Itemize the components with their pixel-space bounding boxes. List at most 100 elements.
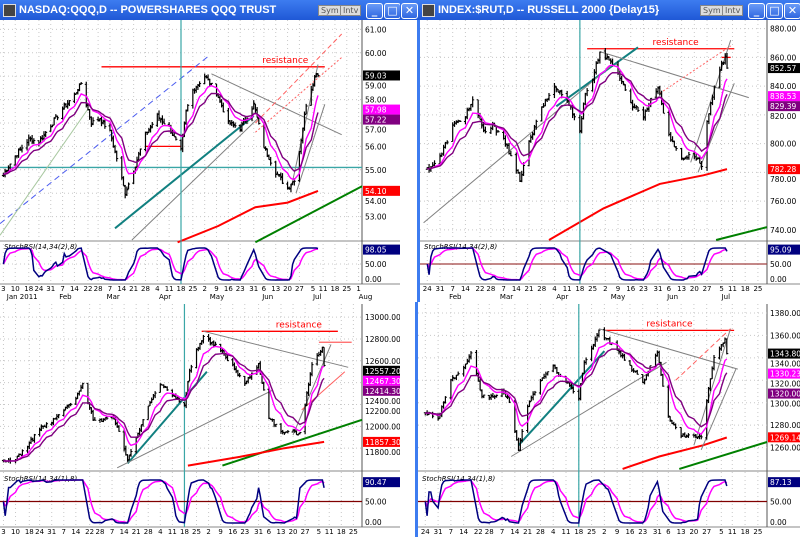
x-tick-label: 23 — [638, 528, 647, 536]
x-tick-label: 4 — [551, 528, 556, 536]
price-value-label: 1320.00 — [770, 390, 800, 399]
x-tick-label: 14 — [71, 528, 80, 536]
month-label: Apr — [556, 293, 568, 301]
month-label: May — [210, 293, 224, 301]
x-tick-label: 2 — [202, 285, 206, 293]
intv-button[interactable]: Intv — [340, 5, 362, 16]
maximize-button[interactable]: □ — [766, 3, 783, 19]
x-tick-label: 31 — [249, 285, 258, 293]
stoch-tick-label: 50.00 — [770, 260, 792, 269]
price-value-label: 782.28 — [770, 165, 796, 174]
x-tick-label: 5 — [317, 528, 321, 536]
x-tick-label: 3 — [1, 528, 5, 536]
trend-line — [177, 189, 319, 244]
resistance-label: resistance — [646, 319, 693, 329]
ema-slow-line — [3, 352, 325, 462]
price-value-tag — [363, 185, 400, 196]
sym-button[interactable]: Sym — [318, 5, 342, 16]
x-tick-label: 31 — [434, 528, 443, 536]
stoch-tick-label: 0.00 — [365, 275, 382, 284]
x-tick-label: 11 — [728, 528, 737, 536]
x-tick-label: 18 — [25, 528, 34, 536]
y-tick-label: 57.00 — [365, 126, 387, 135]
window-dow: 3 10 18 24 31 7 14 22 28 7 14 21 28 4 11 18 25 2 9 16 23 31 6 1… — [0, 302, 400, 537]
x-tick-label: 31 — [436, 285, 445, 293]
app-icon — [422, 4, 435, 17]
x-tick-label: 2 — [603, 285, 607, 293]
y-tick-label: 60.00 — [365, 49, 387, 58]
x-tick-label: 11 — [728, 285, 737, 293]
x-tick-label: 14 — [70, 285, 79, 293]
x-tick-label: 23 — [236, 285, 245, 293]
maximize-button[interactable]: □ — [384, 3, 401, 19]
month-label: Jun — [666, 293, 678, 301]
x-tick-label: 16 — [224, 285, 233, 293]
sym-button[interactable]: Sym — [700, 5, 724, 16]
y-tick-label: 1320.00 — [770, 380, 800, 389]
stoch-value-tag — [363, 244, 400, 255]
minimize-button[interactable]: _ — [366, 3, 383, 19]
month-label: Jun — [261, 293, 273, 301]
x-tick-label: 6 — [262, 285, 267, 293]
stoch-tick-label: 50.00 — [365, 260, 387, 269]
x-tick-label: 21 — [129, 285, 138, 293]
x-tick-label: 14 — [459, 528, 468, 536]
x-tick-label: 3 — [1, 285, 5, 293]
price-plot-area — [420, 20, 767, 240]
y-tick-label: 1260.00 — [770, 444, 800, 453]
intv-button[interactable]: Intv — [722, 5, 744, 16]
window-edge — [400, 302, 416, 537]
x-tick-label: 16 — [626, 285, 635, 293]
y-tick-label: 55.00 — [365, 166, 387, 175]
trend-line — [548, 168, 728, 241]
x-tick-label: 11 — [563, 285, 572, 293]
price-value-label: 11857.30 — [365, 438, 400, 447]
price-value-label: 829.39 — [770, 102, 796, 111]
x-tick-label: 27 — [295, 285, 304, 293]
x-tick-label: 28 — [537, 285, 546, 293]
resistance-label: resistance — [262, 56, 309, 66]
price-value-label: 59.03 — [365, 71, 387, 80]
x-tick-label: 9 — [616, 285, 620, 293]
x-tick-label: 13 — [277, 528, 286, 536]
x-tick-label: 2 — [206, 528, 210, 536]
trend-line — [697, 83, 735, 173]
window-border — [417, 0, 420, 302]
month-label: Feb — [59, 293, 72, 301]
price-plot-area — [418, 304, 767, 470]
close-button[interactable]: ✕ — [784, 3, 800, 19]
y-tick-label: 59.00 — [365, 81, 387, 90]
x-tick-label: 7 — [501, 285, 505, 293]
y-tick-label: 840.00 — [770, 82, 796, 91]
close-button-left-window[interactable]: ✕ — [401, 3, 418, 19]
trend-line — [0, 54, 211, 224]
x-tick-label: 25 — [349, 528, 358, 536]
x-tick-label: 20 — [689, 528, 698, 536]
x-tick-label: 5 — [719, 528, 723, 536]
price-value-tag — [768, 388, 800, 399]
x-tick-label: 23 — [240, 528, 249, 536]
x-tick-label: 27 — [703, 285, 712, 293]
month-label: Mar — [500, 293, 513, 301]
chart-dow: 3 10 18 24 31 7 14 22 28 7 14 21 28 4 11 18 25 2 9 16 23 31 6 1… — [0, 304, 400, 536]
y-tick-label: 12600.00 — [365, 357, 400, 366]
minimize-button[interactable]: _ — [748, 3, 765, 19]
y-tick-label: 13000.00 — [365, 313, 400, 322]
x-tick-label: 18 — [575, 285, 584, 293]
stoch-signal-line — [424, 479, 728, 523]
trend-line — [222, 418, 363, 467]
x-tick-label: 16 — [228, 528, 237, 536]
indicator-name: StochRSI(14,34(2),8) — [4, 243, 77, 251]
chart-rut: 24 31 7 14 22 28 7 14 21 28 4 11 18 25 2 9 16 23 31 6 13 20 27… — [400, 0, 800, 302]
x-tick-label: 18 — [574, 528, 583, 536]
indicator-name: StochRSI(14,34(1),8) — [4, 475, 77, 483]
x-tick-label: 5 — [719, 285, 723, 293]
y-tick-label: 820.00 — [770, 112, 796, 121]
x-tick-label: 1 — [356, 285, 360, 293]
x-tick-label: 16 — [625, 528, 634, 536]
ema-fast-line — [3, 84, 319, 181]
price-value-tag — [768, 368, 800, 379]
price-value-tag — [363, 114, 400, 125]
x-tick-label: 7 — [62, 528, 66, 536]
ema-fast-line — [3, 345, 325, 462]
